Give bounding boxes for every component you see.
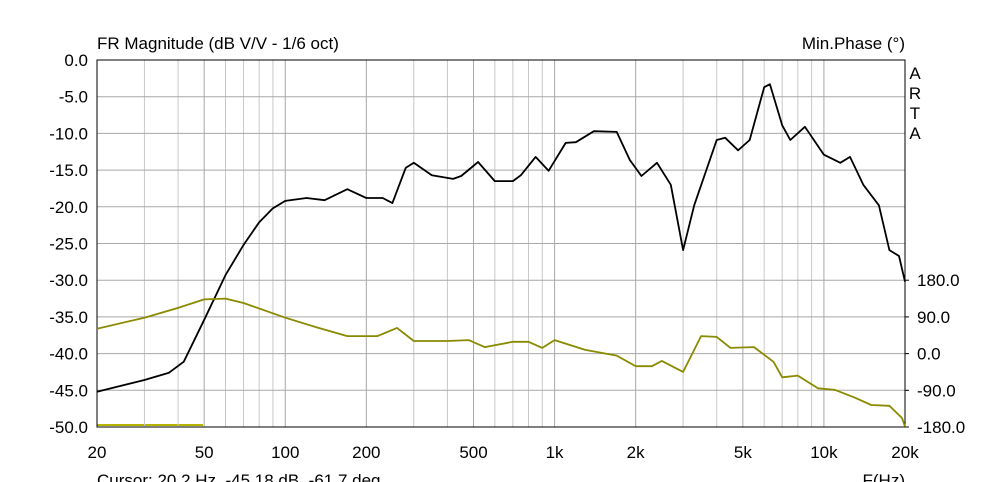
y2-tick-label: -90.0 xyxy=(917,381,956,400)
x-tick-label: 10k xyxy=(810,443,838,462)
chart-title: FR Magnitude (dB V/V - 1/6 oct) xyxy=(97,34,339,53)
series-line xyxy=(96,83,906,393)
plot-frame xyxy=(96,59,906,428)
y2-tick-label: 180.0 xyxy=(917,271,960,290)
x-tick-label: 100 xyxy=(271,443,299,462)
x-axis-label: F(Hz) xyxy=(863,471,905,482)
y-tick-label: -25.0 xyxy=(49,235,88,254)
x-tick-label: 1k xyxy=(546,443,564,462)
y-tick-label: -50.0 xyxy=(49,418,88,437)
x-tick-label: 200 xyxy=(352,443,380,462)
x-tick-label: 2k xyxy=(627,443,645,462)
y-tick-label: -45.0 xyxy=(49,381,88,400)
y-tick-label: 0.0 xyxy=(64,51,88,70)
y2-tick-label: -180.0 xyxy=(917,418,965,437)
x-tick-label: 20k xyxy=(891,443,919,462)
y2-tick-label: 0.0 xyxy=(917,345,941,364)
y2-tick-label: 90.0 xyxy=(917,308,950,327)
x-tick-label: 50 xyxy=(195,443,214,462)
x-tick-label: 500 xyxy=(459,443,487,462)
y2-axis-label: Min.Phase (°) xyxy=(802,34,905,53)
cursor-readout: Cursor: 20.2 Hz, -45.18 dB, -61.7 deg xyxy=(97,471,381,482)
y-tick-label: -30.0 xyxy=(49,271,88,290)
series-line xyxy=(96,297,906,427)
y-tick-label: -35.0 xyxy=(49,308,88,327)
y-tick-label: -10.0 xyxy=(49,124,88,143)
x-tick-label: 5k xyxy=(734,443,752,462)
y-tick-label: -40.0 xyxy=(49,345,88,364)
y-tick-label: -20.0 xyxy=(49,198,88,217)
y-tick-label: -15.0 xyxy=(49,161,88,180)
watermark: ARTA xyxy=(906,64,925,144)
x-tick-label: 20 xyxy=(88,443,107,462)
y-tick-label: -5.0 xyxy=(59,88,88,107)
